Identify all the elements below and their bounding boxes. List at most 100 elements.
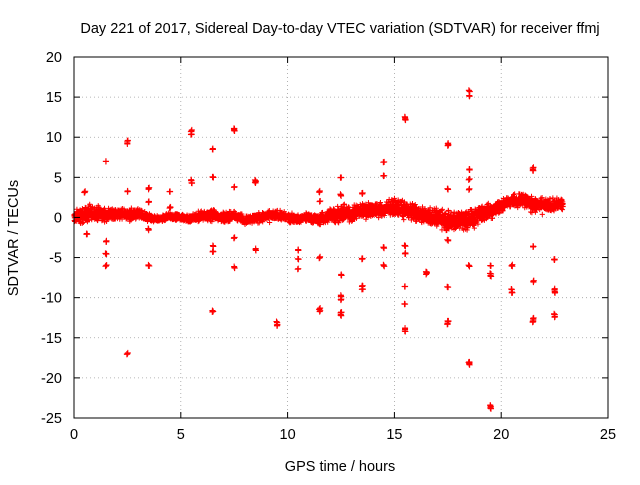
outlier-point bbox=[508, 289, 516, 296]
outlier-point bbox=[231, 263, 238, 272]
y-tick-label: 20 bbox=[46, 50, 62, 66]
outlier-point bbox=[124, 139, 131, 147]
outlier-point bbox=[145, 225, 152, 234]
y-tick-label: -5 bbox=[49, 251, 62, 267]
outlier-point bbox=[465, 185, 473, 193]
outlier-point bbox=[465, 87, 473, 95]
outlier-point bbox=[444, 185, 452, 193]
outlier-point bbox=[294, 265, 302, 273]
outlier-point bbox=[401, 300, 409, 308]
outlier-point bbox=[295, 246, 302, 254]
outlier-point bbox=[487, 262, 494, 270]
y-tick-label: -10 bbox=[41, 291, 62, 307]
outlier-point bbox=[358, 255, 366, 263]
outlier-point bbox=[444, 320, 451, 328]
y-tick-label: 10 bbox=[46, 130, 62, 146]
outlier-point bbox=[529, 166, 537, 174]
outlier-point bbox=[380, 261, 388, 270]
outlier-point bbox=[529, 317, 537, 326]
y-axis-label: SDTVAR / TECUs bbox=[6, 180, 22, 296]
outlier-point bbox=[166, 188, 174, 195]
outlier-point bbox=[358, 285, 366, 293]
outlier-point bbox=[102, 158, 110, 165]
outlier-point bbox=[251, 178, 259, 187]
outlier-point bbox=[230, 234, 238, 242]
outlier-point bbox=[466, 360, 473, 368]
outlier-point bbox=[145, 261, 153, 269]
outlier-point bbox=[209, 242, 217, 250]
data-points bbox=[71, 87, 566, 412]
x-tick-label: 25 bbox=[600, 427, 616, 443]
axis-ticks bbox=[73, 56, 609, 419]
outlier-point bbox=[465, 262, 473, 270]
outlier-point bbox=[337, 296, 345, 304]
outlier-point bbox=[466, 166, 473, 174]
outlier-point bbox=[338, 271, 345, 279]
x-tick-label: 20 bbox=[493, 427, 509, 443]
outlier-point bbox=[444, 236, 452, 244]
outlier-point bbox=[337, 174, 345, 181]
outlier-point bbox=[145, 184, 153, 193]
outlier-point bbox=[551, 313, 558, 321]
outlier-point bbox=[209, 173, 217, 181]
x-tick-label: 15 bbox=[386, 427, 402, 443]
y-tick-label: 5 bbox=[54, 170, 62, 186]
outlier-point bbox=[465, 175, 473, 183]
outlier-point bbox=[145, 198, 152, 206]
outlier-point bbox=[551, 256, 558, 263]
outlier-point bbox=[294, 255, 302, 263]
outlier-point bbox=[273, 321, 281, 329]
outlier-point bbox=[401, 249, 409, 257]
x-tick-label: 10 bbox=[280, 427, 296, 443]
outlier-point bbox=[466, 92, 473, 100]
x-axis-label: GPS time / hours bbox=[285, 459, 395, 475]
plot-frame bbox=[73, 56, 609, 419]
outlier-point bbox=[530, 243, 537, 250]
outlier-point bbox=[252, 245, 259, 254]
outlier-point bbox=[380, 244, 388, 252]
outlier-point bbox=[551, 288, 559, 297]
outlier-point bbox=[123, 349, 131, 358]
y-tick-label: -25 bbox=[41, 411, 62, 427]
outlier-point bbox=[230, 183, 238, 191]
outlier-point bbox=[508, 261, 516, 270]
outlier-point bbox=[402, 115, 409, 124]
outlier-point bbox=[444, 283, 452, 291]
outlier-point bbox=[188, 179, 196, 187]
outlier-point bbox=[316, 253, 324, 262]
outlier-point bbox=[209, 307, 217, 316]
outlier-point bbox=[358, 189, 366, 197]
outlier-point bbox=[487, 404, 495, 412]
data-band-points bbox=[71, 191, 566, 234]
outlier-point bbox=[209, 248, 217, 255]
outlier-point bbox=[444, 142, 452, 149]
outlier-point bbox=[81, 188, 89, 196]
outlier-point bbox=[209, 145, 216, 153]
outlier-point bbox=[316, 187, 323, 196]
outlier-point bbox=[316, 198, 324, 205]
outlier-point bbox=[187, 131, 195, 138]
outlier-point bbox=[337, 191, 345, 199]
x-tick-label: 0 bbox=[70, 427, 78, 443]
outlier-point bbox=[423, 269, 430, 278]
outlier-point bbox=[230, 127, 238, 134]
outlier-point bbox=[166, 203, 174, 212]
outlier-point bbox=[530, 277, 537, 286]
outlier-point bbox=[380, 158, 388, 166]
outlier-point bbox=[83, 230, 91, 238]
chart-title: Day 221 of 2017, Sidereal Day-to-day VTE… bbox=[80, 21, 599, 37]
outlier-point bbox=[124, 187, 131, 195]
outlier-point bbox=[337, 311, 345, 319]
axis-tick-labels: 0 5 10 15 20 25 -25 -20 -15 -10 -5 0 5 10 15 20 bbox=[41, 50, 616, 443]
outlier-point bbox=[102, 250, 110, 258]
outlier-point bbox=[380, 172, 388, 180]
y-tick-label: -20 bbox=[41, 371, 62, 387]
outlier-point bbox=[316, 307, 324, 315]
outlier-point bbox=[401, 328, 409, 335]
y-tick-label: -15 bbox=[41, 331, 62, 347]
outlier-point bbox=[102, 262, 110, 270]
outlier-point bbox=[401, 283, 409, 290]
grid-lines bbox=[74, 57, 608, 418]
